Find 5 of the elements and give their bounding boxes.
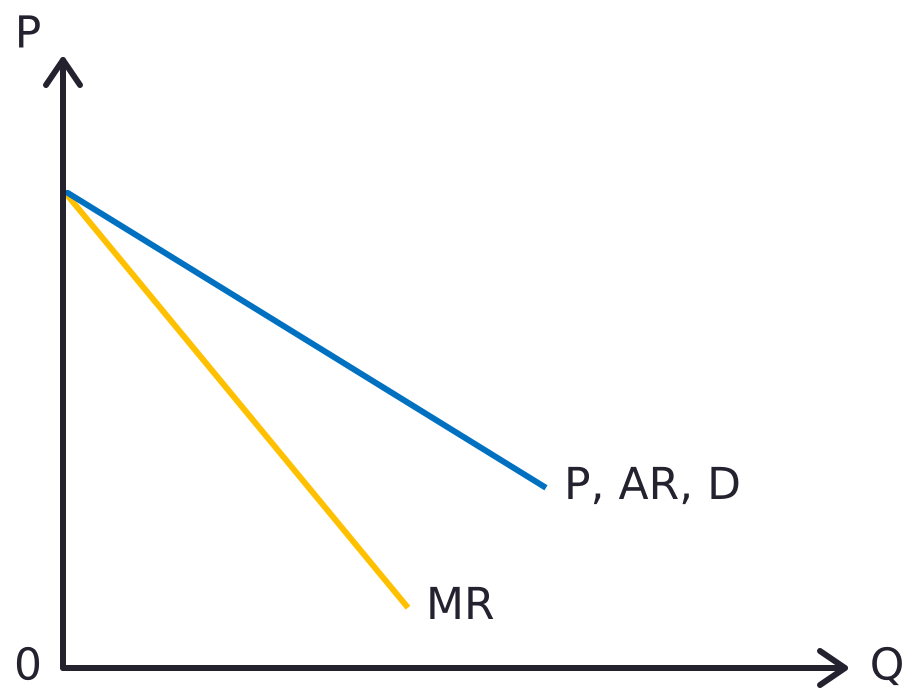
series-label: P, AR, D	[564, 459, 742, 510]
annotation: 0	[14, 639, 42, 690]
series-label: MR	[426, 579, 495, 630]
text: Q	[870, 639, 904, 690]
y-axis-title: P	[14, 7, 42, 58]
